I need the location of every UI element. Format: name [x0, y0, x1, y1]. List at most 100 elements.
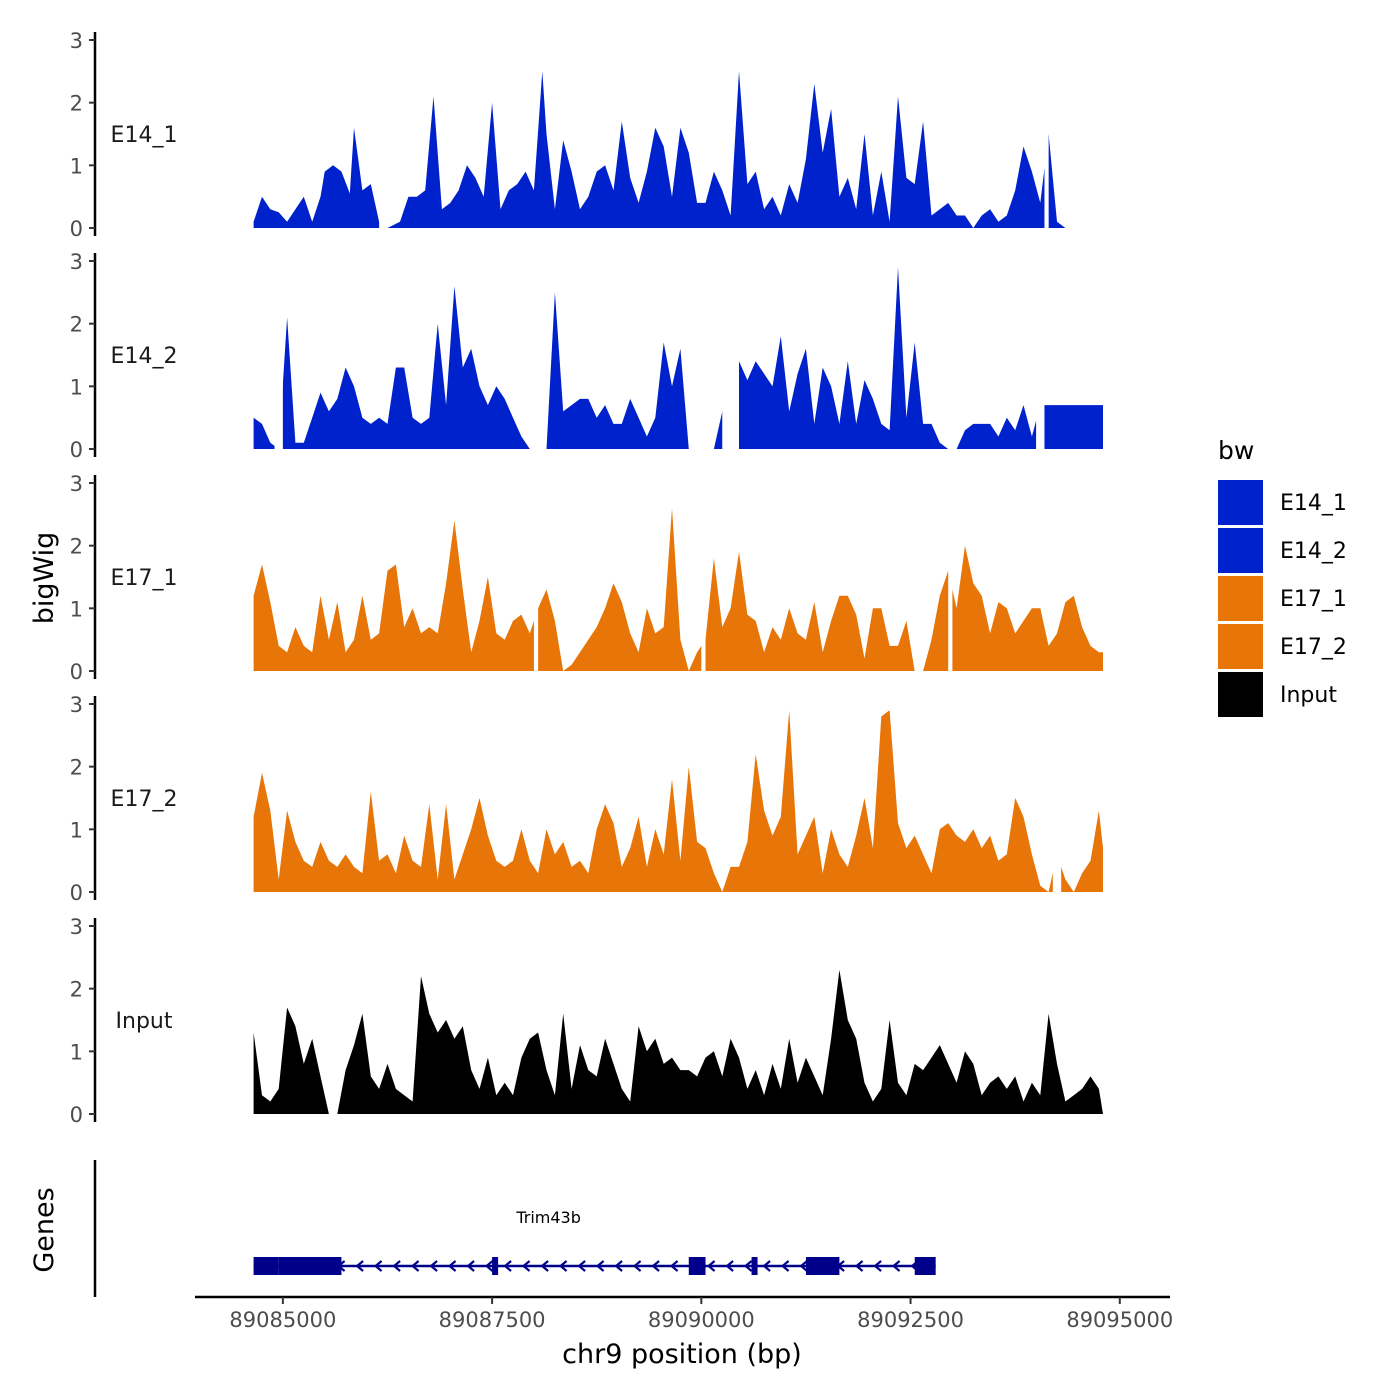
y-tick-label: 0: [70, 1103, 83, 1127]
strand-arrow: [873, 1260, 882, 1272]
coverage-gap: [1036, 259, 1045, 451]
y-tick-label: 3: [70, 693, 83, 717]
gene-Trim43b: Trim43b: [253, 1208, 936, 1275]
gene-exon: [278, 1257, 342, 1275]
track-label: E17_2: [111, 787, 178, 812]
strand-arrow: [410, 1260, 420, 1272]
legend-swatch-E14_2: [1218, 528, 1263, 573]
strand-arrow: [614, 1260, 623, 1272]
strand-arrow: [521, 1260, 531, 1272]
track-label: E17_1: [111, 566, 178, 591]
coverage-gap: [722, 259, 739, 451]
signal-area-Input: [253, 969, 1104, 1114]
y-tick-label: 0: [70, 438, 83, 462]
gene-name-label: Trim43b: [515, 1208, 581, 1227]
y-tick-label: 2: [70, 756, 83, 780]
coverage-gap: [379, 38, 388, 230]
gene-exon: [688, 1257, 706, 1275]
signal-area-E14_2: [253, 267, 1104, 449]
signal-area-E17_2: [253, 710, 1104, 892]
strand-arrow: [780, 1260, 790, 1272]
y-tick-label: 1: [70, 1040, 83, 1064]
x-tick-label: 89090000: [648, 1308, 755, 1332]
y-tick-label: 2: [70, 978, 83, 1002]
y-tick-label: 2: [70, 92, 83, 116]
genes-track: Trim43b: [93, 1160, 936, 1297]
y-tick-label: 3: [70, 915, 83, 939]
strand-arrow: [373, 1260, 383, 1272]
strand-arrow: [558, 1260, 568, 1272]
strand-arrow: [503, 1260, 512, 1272]
signal-area-E17_1: [253, 508, 1104, 671]
coverage-gap: [533, 481, 539, 673]
strand-arrow: [447, 1260, 457, 1272]
coverage-gap: [701, 481, 706, 673]
strand-arrow: [651, 1260, 660, 1272]
genes-axis-title: Genes: [29, 1187, 60, 1272]
strand-arrow: [540, 1260, 549, 1272]
y-tick-label: 1: [70, 375, 83, 399]
coverage-gap: [948, 481, 953, 673]
gene-exon: [914, 1257, 936, 1275]
legend-label: E17_1: [1280, 587, 1347, 612]
strand-arrow: [706, 1260, 716, 1272]
strand-arrow: [466, 1260, 475, 1272]
strand-arrow: [799, 1260, 808, 1272]
strand-arrow: [632, 1260, 642, 1272]
track-label: Input: [116, 1009, 173, 1034]
strand-arrow: [595, 1260, 605, 1272]
gene-exon: [805, 1257, 840, 1275]
y-tick-label: 3: [70, 29, 83, 53]
tracks-layer: 0 1 2 3 E14_1 0 1 2 3 E14_2 0 1 2 3 E17_1 0 1 2 3 E17_2 0 1 2 3…: [70, 29, 1104, 1127]
y-axis-title: bigWig: [29, 532, 60, 625]
track-label: E14_1: [111, 123, 178, 148]
strand-arrow: [392, 1260, 401, 1272]
coverage-gap: [328, 924, 338, 1116]
legend-swatch-E17_1: [1218, 576, 1263, 621]
coverage-gap: [1052, 702, 1062, 894]
track-E14_2: 0 1 2 3 E14_2: [70, 250, 1104, 462]
strand-arrow: [484, 1260, 494, 1272]
legend-label: E14_1: [1280, 491, 1347, 516]
legend-label: E14_2: [1280, 539, 1347, 564]
track-label: E14_2: [111, 344, 178, 369]
strand-arrow: [355, 1260, 364, 1272]
track-Input: 0 1 2 3 Input: [70, 915, 1104, 1127]
x-tick-label: 89085000: [229, 1308, 336, 1332]
legend-label: Input: [1280, 683, 1337, 708]
strand-arrow: [429, 1260, 438, 1272]
y-tick-label: 0: [70, 881, 83, 905]
legend-swatch-E17_2: [1218, 624, 1263, 669]
y-tick-label: 0: [70, 660, 83, 684]
strand-arrow: [762, 1260, 771, 1272]
coverage-gap: [1044, 38, 1049, 230]
signal-area-E14_1: [253, 71, 1104, 228]
track-E14_1: 0 1 2 3 E14_1: [70, 29, 1104, 241]
strand-arrow: [891, 1260, 901, 1272]
gene-exon: [253, 1257, 279, 1275]
x-tick-label: 89095000: [1066, 1308, 1173, 1332]
strand-arrow: [725, 1260, 734, 1272]
track-E17_1: 0 1 2 3 E17_1: [70, 472, 1104, 684]
x-axis: 89085000 89087500 89090000 89092500 89095000: [195, 1295, 1173, 1332]
legend-swatch-Input: [1218, 672, 1263, 717]
y-tick-label: 2: [70, 535, 83, 559]
strand-arrow: [577, 1260, 586, 1272]
legend-swatch-E14_1: [1218, 480, 1263, 525]
legend-title: bw: [1218, 436, 1254, 465]
legend-label: E17_2: [1280, 635, 1347, 660]
y-tick-label: 2: [70, 313, 83, 337]
strand-arrow: [669, 1260, 679, 1272]
track-E17_2: 0 1 2 3 E17_2: [70, 693, 1104, 905]
y-tick-label: 1: [70, 597, 83, 621]
legend: bw E14_1 E14_2 E17_1 E17_2 Input: [1218, 436, 1347, 717]
y-tick-label: 0: [70, 217, 83, 241]
x-tick-label: 89087500: [439, 1308, 546, 1332]
gene-exon: [492, 1257, 499, 1275]
gene-exon: [751, 1257, 758, 1275]
coverage-gap: [538, 259, 543, 451]
strand-arrow: [854, 1260, 864, 1272]
y-tick-label: 1: [70, 154, 83, 178]
x-axis-title: chr9 position (bp): [562, 1339, 802, 1370]
